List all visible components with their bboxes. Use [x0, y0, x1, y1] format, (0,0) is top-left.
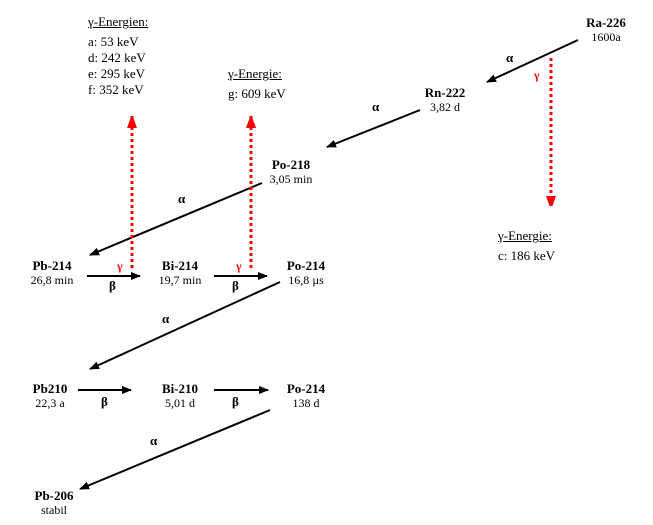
alpha-arrow-po214a-pb210 — [89, 281, 281, 370]
nuclide-rn222: Rn-222 3,82 d — [425, 85, 465, 114]
alpha-label: α — [162, 311, 170, 326]
gamma-line-f: f: 352 keV — [88, 82, 144, 97]
gamma-line-c: c: 186 keV — [498, 248, 556, 263]
gamma-label: γ — [236, 259, 242, 273]
half-life: 3,05 min — [269, 172, 313, 186]
gamma-box-title: γ-Energie: — [228, 66, 282, 81]
nuclide-pb206: Pb-206 stabil — [35, 488, 74, 517]
gamma-line-d: d: 242 keV — [88, 50, 146, 65]
half-life: 26,8 min — [30, 273, 74, 287]
nuclide-name: Pb-214 — [32, 258, 72, 273]
half-life: 3,82 d — [429, 100, 460, 114]
gamma-box-title: γ-Energien: — [88, 14, 149, 29]
gamma-energies-box-3: γ-Energie: c: 186 keV — [498, 228, 555, 264]
gamma-label: γ — [534, 68, 540, 82]
nuclide-ra226: Ra-226 1600a — [586, 15, 626, 44]
nuclide-name: Rn-222 — [424, 85, 466, 100]
gamma-energies-box-2: γ-Energie: g: 609 keV — [228, 66, 286, 102]
alpha-arrow-ra226-rn222 — [486, 39, 579, 83]
half-life: stabil — [41, 503, 67, 517]
half-life: 22,3 a — [35, 396, 65, 410]
nuclide-name: Po-218 — [271, 157, 311, 172]
beta-label: β — [232, 278, 239, 293]
beta-label: β — [232, 394, 239, 409]
nuclide-name: Bi-214 — [161, 258, 199, 273]
gamma-energies-box-1: γ-Energien: a: 53 keV d: 242 keV e: 295 … — [88, 14, 148, 98]
gamma-label: γ — [117, 259, 123, 273]
nuclide-name: Po-214 — [286, 381, 326, 396]
beta-label: β — [109, 278, 116, 293]
alpha-label: α — [150, 433, 158, 448]
nuclide-po214-b: Po-214 138 d — [287, 381, 325, 410]
nuclide-po214-a: Po-214 16,8 µs — [287, 258, 325, 287]
gamma-line-e: e: 295 keV — [88, 66, 146, 81]
nuclide-name: Pb-206 — [34, 488, 74, 503]
gamma-box-title: γ-Energie: — [498, 228, 552, 243]
nuclide-name: Bi-210 — [161, 381, 199, 396]
alpha-label: α — [372, 99, 380, 114]
half-life: 16,8 µs — [288, 273, 324, 287]
nuclide-bi210: Bi-210 5,01 d — [162, 381, 198, 410]
nuclide-pb210: Pb210 22,3 a — [33, 381, 68, 410]
nuclide-name: Po-214 — [286, 258, 326, 273]
half-life: 5,01 d — [165, 396, 195, 410]
alpha-label: α — [178, 191, 186, 206]
half-life: 19,7 min — [158, 273, 202, 287]
alpha-label: α — [506, 50, 514, 65]
alpha-arrow-po218-pb214 — [89, 182, 263, 256]
nuclide-pb214: Pb-214 26,8 min — [31, 258, 74, 287]
alpha-arrow-rn222-po218 — [326, 109, 421, 148]
nuclide-po218: Po-218 3,05 min — [270, 157, 313, 186]
gamma-line-a: a: 53 keV — [88, 34, 139, 49]
alpha-arrow-po214b-pb206 — [79, 409, 271, 490]
beta-label: β — [101, 394, 108, 409]
half-life: 1600a — [591, 30, 621, 44]
nuclide-bi214: Bi-214 19,7 min — [159, 258, 202, 287]
nuclide-name: Ra-226 — [586, 15, 626, 30]
half-life: 138 d — [292, 396, 320, 410]
gamma-line-g: g: 609 keV — [228, 86, 286, 101]
nuclide-name: Pb210 — [32, 381, 68, 396]
